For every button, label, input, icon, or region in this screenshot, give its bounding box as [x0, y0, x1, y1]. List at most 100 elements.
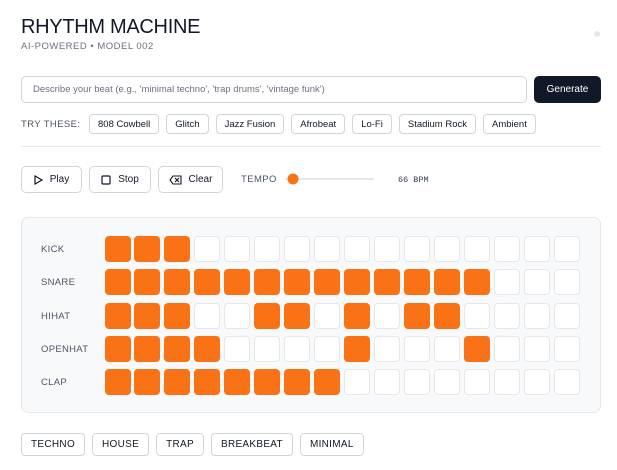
- step-cell[interactable]: [344, 335, 370, 362]
- step-cell[interactable]: [494, 335, 520, 362]
- preset-button[interactable]: HOUSE: [92, 433, 150, 456]
- step-cell[interactable]: [464, 236, 490, 262]
- step-cell[interactable]: [434, 302, 460, 329]
- step-cell[interactable]: [434, 369, 460, 396]
- step-cell[interactable]: [164, 369, 190, 396]
- step-cell[interactable]: [524, 335, 550, 362]
- step-cell[interactable]: [254, 369, 280, 396]
- step-cell[interactable]: [404, 369, 430, 396]
- stop-button[interactable]: Stop: [89, 166, 151, 193]
- row-label: OPENHAT: [41, 343, 89, 355]
- suggestion-chip[interactable]: Lo-Fi: [352, 114, 392, 134]
- step-cell[interactable]: [554, 369, 580, 396]
- step-cell[interactable]: [314, 369, 340, 396]
- step-cell[interactable]: [344, 269, 370, 296]
- step-cell[interactable]: [284, 302, 310, 329]
- step-cell[interactable]: [344, 369, 370, 396]
- step-cell[interactable]: [374, 302, 400, 329]
- step-cell[interactable]: [464, 335, 490, 362]
- step-cell[interactable]: [554, 302, 580, 329]
- step-cell[interactable]: [284, 369, 310, 396]
- preset-button[interactable]: TECHNO: [21, 433, 86, 456]
- prompt-input[interactable]: Describe your beat (e.g., 'minimal techn…: [21, 76, 527, 103]
- step-cell[interactable]: [344, 302, 370, 329]
- step-cell[interactable]: [344, 236, 370, 262]
- tempo-slider[interactable]: [284, 172, 376, 186]
- step-cell[interactable]: [194, 369, 220, 396]
- step-cell[interactable]: [105, 302, 131, 329]
- step-cell[interactable]: [524, 302, 550, 329]
- step-cell[interactable]: [105, 335, 131, 362]
- step-cell[interactable]: [314, 302, 340, 329]
- step-cell[interactable]: [254, 335, 280, 362]
- step-cell[interactable]: [284, 335, 310, 362]
- step-cell[interactable]: [554, 236, 580, 262]
- step-cell[interactable]: [105, 269, 131, 296]
- preset-button[interactable]: BREAKBEAT: [210, 433, 293, 456]
- step-cell[interactable]: [404, 302, 430, 329]
- step-cell[interactable]: [224, 236, 250, 262]
- step-cell[interactable]: [224, 269, 250, 296]
- step-cell[interactable]: [524, 369, 550, 396]
- step-cell[interactable]: [194, 269, 220, 296]
- step-cell[interactable]: [404, 236, 430, 262]
- step-cell[interactable]: [224, 369, 250, 396]
- step-cell[interactable]: [314, 335, 340, 362]
- step-cell[interactable]: [494, 269, 520, 296]
- step-cell[interactable]: [164, 236, 190, 262]
- step-cell[interactable]: [554, 269, 580, 296]
- step-cell[interactable]: [284, 269, 310, 296]
- suggestion-chip[interactable]: Glitch: [166, 114, 209, 134]
- step-cell[interactable]: [404, 269, 430, 296]
- step-cell[interactable]: [464, 302, 490, 329]
- step-cell[interactable]: [434, 335, 460, 362]
- step-cell[interactable]: [524, 269, 550, 296]
- step-cell[interactable]: [314, 236, 340, 262]
- row-label: SNARE: [41, 277, 76, 289]
- step-cell[interactable]: [464, 369, 490, 396]
- step-cell[interactable]: [254, 236, 280, 262]
- step-cell[interactable]: [434, 236, 460, 262]
- step-cell[interactable]: [164, 269, 190, 296]
- suggestion-chip[interactable]: 808 Cowbell: [89, 114, 160, 134]
- step-cell[interactable]: [374, 236, 400, 262]
- step-cell[interactable]: [494, 369, 520, 396]
- step-cell[interactable]: [224, 302, 250, 329]
- step-cell[interactable]: [254, 302, 280, 329]
- step-cell[interactable]: [134, 269, 160, 296]
- step-cell[interactable]: [434, 269, 460, 296]
- step-cell[interactable]: [134, 369, 160, 396]
- step-cell[interactable]: [134, 236, 160, 262]
- generate-button[interactable]: Generate: [534, 76, 601, 103]
- step-cell[interactable]: [404, 335, 430, 362]
- step-cell[interactable]: [494, 302, 520, 329]
- clear-button[interactable]: Clear: [158, 166, 223, 193]
- step-cell[interactable]: [224, 335, 250, 362]
- suggestion-chip[interactable]: Jazz Fusion: [215, 114, 285, 134]
- preset-button[interactable]: MINIMAL: [299, 433, 364, 456]
- step-cell[interactable]: [284, 236, 310, 262]
- step-cell[interactable]: [374, 335, 400, 362]
- step-cell[interactable]: [494, 236, 520, 262]
- step-cell[interactable]: [134, 302, 160, 329]
- step-cell[interactable]: [105, 236, 131, 262]
- suggestion-chip[interactable]: Ambient: [483, 114, 536, 134]
- step-cell[interactable]: [134, 335, 160, 362]
- step-cell[interactable]: [164, 302, 190, 329]
- play-button[interactable]: Play: [21, 166, 82, 193]
- step-cell[interactable]: [374, 369, 400, 396]
- step-cell[interactable]: [464, 269, 490, 296]
- step-cell[interactable]: [194, 302, 220, 329]
- step-cell[interactable]: [164, 335, 190, 362]
- step-cell[interactable]: [105, 369, 131, 396]
- step-cell[interactable]: [524, 236, 550, 262]
- preset-button[interactable]: TRAP: [156, 433, 204, 456]
- suggestion-chip[interactable]: Afrobeat: [291, 114, 346, 134]
- step-cell[interactable]: [254, 269, 280, 296]
- suggestion-chip[interactable]: Stadium Rock: [398, 114, 476, 134]
- step-cell[interactable]: [554, 335, 580, 362]
- step-cell[interactable]: [194, 335, 220, 362]
- step-cell[interactable]: [194, 236, 220, 262]
- step-cell[interactable]: [374, 269, 400, 296]
- step-cell[interactable]: [314, 269, 340, 296]
